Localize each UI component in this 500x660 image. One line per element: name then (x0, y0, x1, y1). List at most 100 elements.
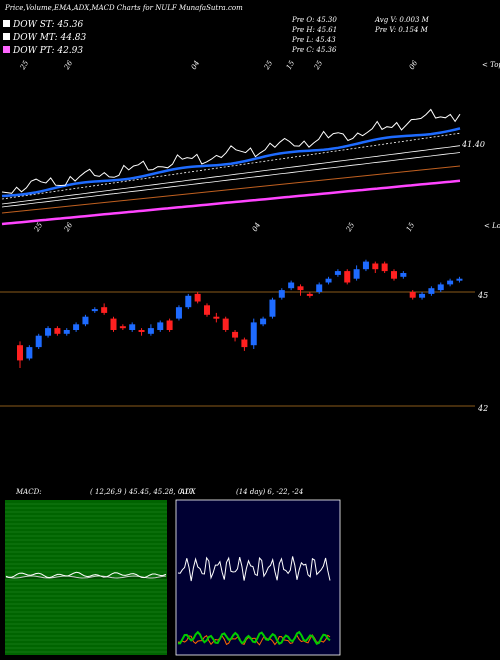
quote-close: Pre C: 45.36 (291, 46, 337, 54)
candle-body (278, 290, 285, 298)
candle-body (400, 273, 407, 277)
candle-body (391, 271, 397, 279)
candle-body (306, 293, 313, 296)
ema-date-label: 15 (285, 59, 297, 71)
ema-panel: < Tops 41.40 25 26 04 25 15 25 06 25 26 04 25 15 (1, 59, 500, 234)
quote-open: Pre O: 45.30 (291, 16, 337, 24)
ema-dashed-line (1, 132, 461, 200)
candle-body (73, 324, 80, 330)
legend-st: DOW ST: 45.36 (12, 20, 83, 30)
tops-tag: < Tops (482, 61, 500, 69)
candle-body (362, 261, 369, 270)
candle-body (372, 263, 379, 270)
macd-panel: MACD: ( 12,26,9 ) 45.45, 45.28, 0.17 (5, 488, 194, 655)
level-label-low: 42 (477, 404, 488, 413)
ema-short-line (1, 127, 461, 198)
legend-swatch-pt (3, 46, 10, 53)
ema-date-label: 26 (62, 59, 74, 72)
macd-label: MACD: (15, 488, 42, 496)
candle-body (241, 339, 248, 348)
ema-mid-line (1, 145, 461, 205)
candle-body (213, 316, 220, 319)
adx-values: (14 day) 6, -22, -24 (236, 488, 303, 496)
candle-body (353, 269, 360, 279)
legend-swatch-st (3, 20, 10, 27)
ema-date-label: 25 (262, 59, 274, 72)
candle-body (269, 299, 276, 317)
ema-date-label: 15 (405, 221, 417, 233)
ema-date-label: 25 (344, 221, 356, 234)
candle-body (456, 278, 463, 281)
candle-body (260, 318, 267, 325)
candle-panel: < Lows 45 42 (0, 222, 500, 413)
ema-pt-line (1, 179, 461, 226)
candle-body (325, 278, 332, 283)
adx-background (175, 499, 341, 656)
candle-body (138, 330, 145, 332)
candle-body (147, 328, 154, 334)
quote-high: Pre H: 45.61 (291, 26, 337, 34)
candle-body (288, 282, 295, 289)
ema-date-label: 25 (32, 221, 44, 234)
candle-body (344, 271, 351, 283)
candle-body (409, 292, 416, 298)
ema-date-label: 25 (312, 59, 324, 72)
candle-body (110, 318, 117, 330)
candle-body (185, 295, 192, 308)
ema-date-label: 26 (62, 221, 74, 234)
candle-body (166, 320, 173, 330)
quote-avg-volume: Avg V: 0.003 M (374, 16, 430, 24)
quote-block: Pre O: 45.30 Pre H: 45.61 Pre L: 45.43 P… (291, 16, 430, 54)
lows-tag: < Lows (484, 222, 500, 230)
candle-body (91, 309, 98, 312)
macd-grid (5, 503, 167, 653)
candle-body (175, 307, 182, 319)
candle-body (35, 335, 42, 348)
ema-date-labels-bottom: 25 26 04 25 15 (32, 221, 416, 234)
candle-body (232, 331, 239, 338)
candles (17, 259, 463, 368)
adx-plus-di-line (177, 630, 331, 645)
ema-date-label: 25 (18, 59, 30, 72)
candle-body (17, 345, 23, 361)
legend-pt: DOW PT: 42.93 (12, 46, 83, 56)
candle-body (204, 305, 210, 315)
candle-body (222, 318, 229, 330)
candle-body (119, 326, 126, 329)
candle-body (447, 280, 454, 285)
chart-title: Price,Volume,EMA,ADX,MACD Charts for NUL… (4, 4, 243, 12)
macd-line (5, 571, 167, 579)
ema-date-label: 04 (190, 59, 201, 71)
candle-body (26, 347, 33, 359)
candle-body (54, 328, 61, 334)
candle-body (316, 284, 323, 292)
adx-line (177, 556, 331, 582)
candle-body (334, 271, 341, 275)
adx-label: ADX (179, 488, 197, 496)
ema-date-label: 04 (251, 221, 262, 233)
ema-long-line (1, 165, 461, 214)
ema-mid-line-2 (1, 152, 461, 208)
candle-body (437, 284, 444, 291)
candle-body (194, 293, 201, 302)
candle-body (157, 322, 164, 330)
level-label-high: 45 (477, 291, 488, 300)
macd-values: ( 12,26,9 ) 45.45, 45.28, 0.17 (90, 488, 194, 496)
quote-low: Pre L: 45.43 (291, 36, 336, 44)
candle-body (45, 328, 52, 336)
ema-date-label: 06 (408, 59, 420, 71)
ema-price-label: 41.40 (461, 140, 485, 149)
candle-body (129, 324, 136, 330)
legend-swatch-mt (3, 33, 10, 40)
candle-body (419, 293, 426, 298)
candle-body (428, 288, 435, 294)
legend-mt: DOW MT: 44.83 (12, 33, 87, 43)
quote-volume: Pre V: 0.154 M (374, 26, 429, 34)
legend: DOW ST: 45.36 DOW MT: 44.83 DOW PT: 42.9… (3, 20, 87, 56)
ema-price-line (1, 108, 461, 194)
candle-body (63, 330, 70, 334)
candle-body (297, 286, 304, 291)
adx-panel: ADX (14 day) 6, -22, -24 (175, 488, 341, 656)
ema-date-labels-top: 25 26 04 25 15 25 06 (18, 59, 419, 72)
